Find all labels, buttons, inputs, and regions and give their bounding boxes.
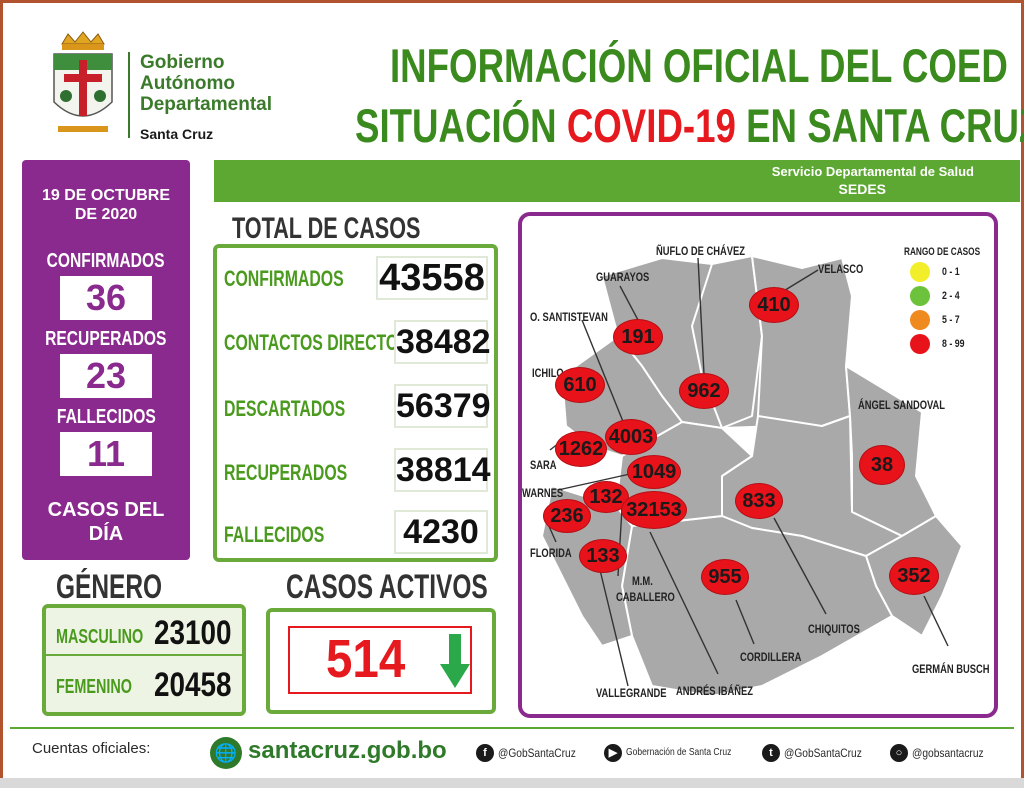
case-bubble-sandoval: 38 <box>860 446 904 484</box>
service-banner <box>214 160 1020 202</box>
legend-label: 2 - 4 <box>942 290 960 302</box>
page-subtitle: SITUACIÓN COVID-19 EN SANTA CRUZ <box>355 99 1024 152</box>
footer-divider <box>10 727 1014 729</box>
total-confirmed-label: CONFIRMADOS <box>224 266 344 291</box>
total-contacts-label: CONTACTOS DIRECTOS <box>224 330 409 355</box>
male-label: MASCULINO <box>56 626 144 648</box>
active-inner-box <box>288 626 472 694</box>
case-bubble-velasco: 410 <box>750 288 798 322</box>
province-label-caballero-1: M.M. <box>632 574 653 588</box>
province-label-busch: GERMÁN BUSCH <box>912 662 990 676</box>
daily-deceased-value: 11 <box>60 432 152 476</box>
gov-subtitle: Santa Cruz <box>140 126 214 142</box>
case-bubble-sara: 1262 <box>556 432 606 466</box>
instagram-link[interactable]: @gobsantacruz <box>912 746 984 760</box>
province-label-santistevan: O. SANTISTEVAN <box>530 310 608 324</box>
twitter-icon: t <box>762 744 780 762</box>
case-bubble-caballero: 132 <box>584 482 628 512</box>
daily-confirmed-label: CONFIRMADOS <box>47 250 165 272</box>
case-bubble-cordillera: 955 <box>702 560 748 594</box>
footer-label: Cuentas oficiales: <box>32 740 151 757</box>
globe-icon: 🌐 <box>210 737 242 769</box>
case-bubble-vallegrande: 133 <box>580 540 626 572</box>
province-label-caballero-2: CABALLERO <box>616 590 675 604</box>
down-arrow-icon <box>440 634 470 688</box>
case-bubble-santistevan: 4003 <box>606 420 656 454</box>
report-date: 19 DE OCTUBRE DE 2020 <box>41 187 171 223</box>
legend-dot-yellow <box>910 262 930 282</box>
case-bubble-andres-ibanez: 32153 <box>622 492 686 528</box>
daily-confirmed-value: 36 <box>60 276 152 320</box>
case-bubble-chiquitos: 833 <box>736 484 782 518</box>
legend-title: RANGO DE CASOS <box>904 246 981 258</box>
province-label-cordillera: CORDILLERA <box>740 650 802 664</box>
case-bubble-warnes: 1049 <box>628 456 680 488</box>
bottom-strip <box>0 778 1024 788</box>
legend-label: 5 - 7 <box>942 314 960 326</box>
facebook-link[interactable]: @GobSantaCruz <box>498 746 576 760</box>
daily-recovered-label: RECUPERADOS <box>45 328 167 350</box>
total-confirmed-value: 43558 <box>376 256 488 300</box>
map-leader-lines <box>547 257 949 687</box>
youtube-link[interactable]: Gobernación de Santa Cruz <box>626 747 732 758</box>
daily-recovered-value: 23 <box>60 354 152 398</box>
total-discarded-label: DESCARTADOS <box>224 396 346 421</box>
province-label-velasco: VELASCO <box>818 262 864 276</box>
twitter-link[interactable]: @GobSantaCruz <box>784 746 862 760</box>
total-recovered-value: 38814 <box>394 448 491 492</box>
total-deceased-label: FALLECIDOS <box>224 522 325 547</box>
logo-divider <box>128 52 130 138</box>
legend-label: 0 - 1 <box>942 266 960 278</box>
province-label-ichilo: ICHILO <box>532 366 564 380</box>
facebook-icon: f <box>476 744 494 762</box>
legend-dot-red <box>910 334 930 354</box>
province-label-nuflo: ÑUFLO DE CHÁVEZ <box>656 244 745 258</box>
service-name: Servicio Departamental de Salud <box>771 164 974 179</box>
province-label-andres-ibanez: ANDRÉS IBÁÑEZ <box>676 684 753 698</box>
service-acronym: SEDES <box>838 181 886 197</box>
total-contacts-value: 38482 <box>394 320 491 364</box>
gov-name: Gobierno Autónomo Departamental <box>140 52 272 115</box>
total-recovered-label: RECUPERADOS <box>224 460 348 485</box>
case-bubble-florida: 236 <box>544 500 590 532</box>
daily-cases-caption: CASOS DEL DÍA <box>47 499 165 545</box>
province-label-florida: FLORIDA <box>530 546 572 560</box>
coat-of-arms-logo <box>53 31 113 132</box>
legend-dot-green <box>910 286 930 306</box>
page-title: INFORMACIÓN OFICIAL DEL COED <box>390 39 1008 92</box>
province-label-sara: SARA <box>530 458 557 472</box>
gender-divider <box>46 654 242 656</box>
province-label-sandoval: ÁNGEL SANDOVAL <box>858 398 946 412</box>
active-value: 514 <box>326 629 406 689</box>
province-label-vallegrande: VALLEGRANDE <box>596 686 667 700</box>
daily-deceased-label: FALLECIDOS <box>56 406 156 428</box>
case-bubble-busch: 352 <box>890 558 938 594</box>
female-value: 20458 <box>154 666 232 704</box>
province-label-warnes: WARNES <box>522 486 564 500</box>
gender-panel <box>42 604 246 716</box>
case-bubble-guarayos: 191 <box>614 320 662 354</box>
website-link[interactable]: santacruz.gob.bo <box>248 737 447 764</box>
province-label-chiquitos: CHIQUITOS <box>808 622 860 636</box>
active-title: CASOS ACTIVOS <box>286 568 488 606</box>
instagram-icon: ○ <box>890 744 908 762</box>
total-discarded-value: 56379 <box>394 384 491 428</box>
total-deceased-value: 4230 <box>394 510 488 554</box>
gender-title: GÉNERO <box>56 568 163 606</box>
youtube-icon: ▶ <box>604 744 622 762</box>
province-label-guarayos: GUARAYOS <box>596 270 650 284</box>
male-value: 23100 <box>154 614 232 652</box>
female-label: FEMENINO <box>56 676 133 698</box>
legend-dot-orange <box>910 310 930 330</box>
legend-label: 8 - 99 <box>942 338 965 350</box>
case-bubble-ichilo: 610 <box>556 368 604 402</box>
totals-title: TOTAL DE CASOS <box>232 212 421 245</box>
case-bubble-nuflo: 962 <box>680 374 728 408</box>
